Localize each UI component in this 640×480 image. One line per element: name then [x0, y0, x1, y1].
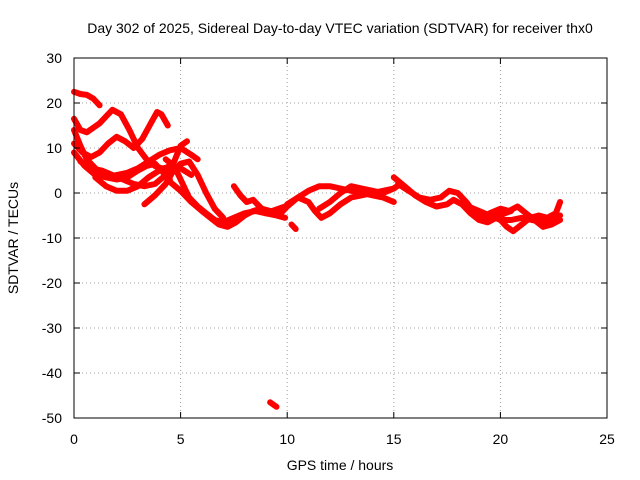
x-tick-label: 0 [70, 431, 78, 447]
series-arc-12 [267, 399, 280, 410]
y-tick-label: 10 [46, 140, 62, 156]
y-tick-label: -30 [42, 320, 62, 336]
series-arc-21 [497, 199, 564, 235]
y-tick-label: -10 [42, 230, 62, 246]
x-tick-label: 10 [279, 431, 295, 447]
y-tick-label: 30 [46, 50, 62, 66]
chart-title: Day 302 of 2025, Sidereal Day-to-day VTE… [87, 20, 593, 36]
series-arc-8 [141, 158, 227, 221]
y-tick-label: -20 [42, 275, 62, 291]
series-arc-20 [486, 203, 564, 230]
series-arc-4 [71, 109, 171, 160]
y-tick-label: 0 [54, 185, 62, 201]
y-axis-title: SDTVAR / TECUs [5, 182, 21, 294]
series-arc-1 [71, 88, 103, 109]
y-tick-label: -50 [42, 410, 62, 426]
data-series [71, 88, 564, 410]
x-tick-label: 25 [599, 431, 615, 447]
series-arc-11 [230, 183, 289, 217]
x-axis-title: GPS time / hours [287, 457, 394, 473]
series-arc-13 [288, 221, 299, 232]
axis-ticks: 0 5 10 15 20 25 -50 -40 -30 -20 -10 0 10 20 30 [42, 50, 615, 447]
y-tick-label: 20 [46, 95, 62, 111]
x-tick-label: 20 [493, 431, 509, 447]
series-arc-18 [395, 181, 504, 221]
x-tick-label: 15 [386, 431, 402, 447]
x-tick-label: 5 [177, 431, 185, 447]
y-tick-label: -40 [42, 365, 62, 381]
series-arc-16 [316, 181, 404, 212]
grid-lines [74, 58, 607, 418]
